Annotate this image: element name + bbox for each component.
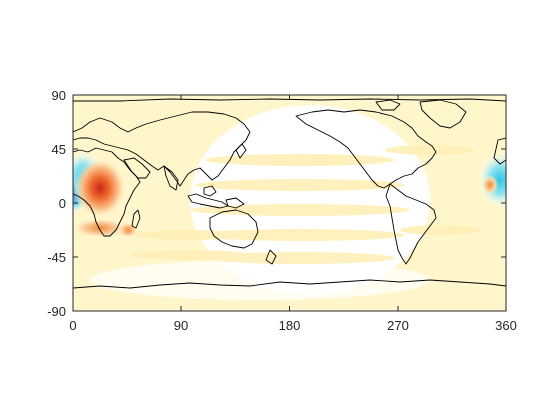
y-axis [73,94,506,312]
y-tick-label-0: 0 [59,196,66,211]
y-tick-labels: 90 45 0 -45 -90 [47,88,66,319]
orange-anomaly-south [73,218,128,238]
coast-arctic-rim [73,98,506,102]
coast-africa [73,147,141,237]
field-layer [73,95,506,311]
coast-south-america [385,183,437,265]
white-zone-pacific [190,105,430,295]
x-tick-label-270: 270 [387,318,409,333]
coast-india [163,165,179,191]
coast-australia [209,209,259,249]
y-tick-label-neg45: -45 [47,250,66,265]
coast-antarctica [73,279,506,289]
white-zone-south [90,260,430,300]
x-axis [72,95,507,311]
coast-japan [235,143,247,159]
coast-borneo [203,185,217,197]
coast-eurasia [73,111,251,187]
coast-greenland [419,99,467,129]
orange-anomaly-east [482,175,498,195]
x-tick-label-0: 0 [69,318,76,333]
x-tick-label-90: 90 [174,318,188,333]
y-tick-label-90: 90 [52,88,66,103]
orange-anomaly-madagascar [118,222,138,238]
x-tick-labels: 0 90 180 270 360 [69,318,516,333]
coastlines [73,98,506,289]
x-tick-label-180: 180 [279,318,301,333]
coast-new-guinea [225,197,245,209]
x-tick-label-360: 360 [495,318,517,333]
coast-arctic-islands [375,99,401,111]
coast-madagascar [131,209,141,229]
coast-europe-east-edge [493,137,506,165]
wave-bands [130,145,480,264]
red-anomaly-africa [74,158,126,218]
coast-new-zealand [265,249,277,265]
y-tick-label-neg90: -90 [47,304,66,319]
y-tick-label-45: 45 [52,142,66,157]
coast-arabia [123,157,151,179]
coast-north-america [295,109,437,189]
